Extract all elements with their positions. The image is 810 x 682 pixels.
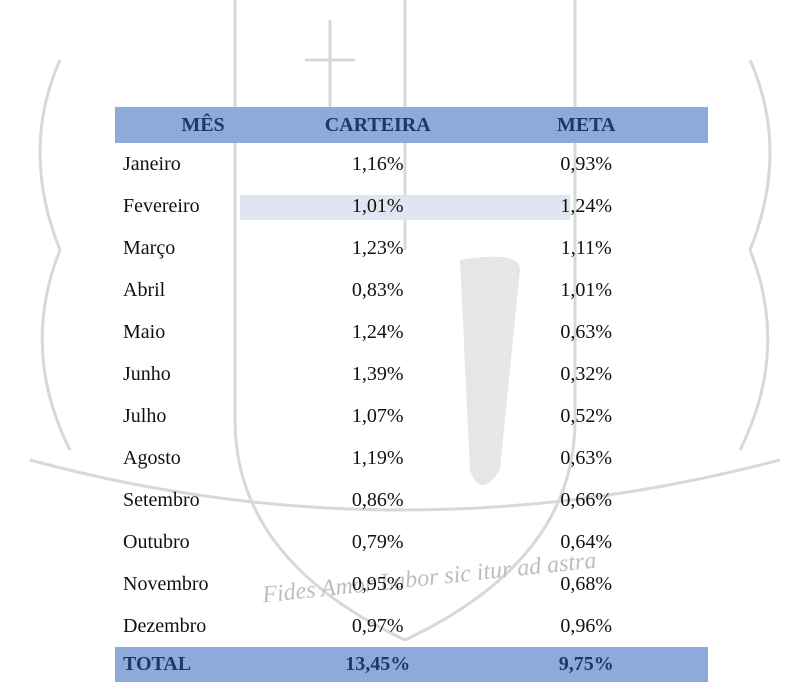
value-cell: 1,01%: [291, 185, 464, 227]
month-cell: Junho: [115, 353, 291, 395]
page: {"watermark": {"motto": "Fides Amor Labo…: [0, 0, 810, 682]
month-cell: Setembro: [115, 479, 291, 521]
value-cell: 1,19%: [291, 437, 464, 479]
value-cell: 1,24%: [291, 311, 464, 353]
value-cell: 0,32%: [464, 353, 708, 395]
total-cell: TOTAL: [115, 647, 291, 682]
month-cell: Julho: [115, 395, 291, 437]
ornament-left: [40, 60, 70, 450]
total-cell: 13,45%: [291, 647, 464, 682]
month-cell: Novembro: [115, 563, 291, 605]
month-cell: Janeiro: [115, 143, 291, 185]
value-cell: 0,63%: [464, 437, 708, 479]
header-cell: META: [464, 107, 708, 143]
month-cell: Maio: [115, 311, 291, 353]
value-cell: 0,83%: [291, 269, 464, 311]
header-cell: MÊS: [115, 107, 291, 143]
month-cell: Outubro: [115, 521, 291, 563]
value-cell: 0,97%: [291, 605, 464, 647]
value-cell: 0,95%: [291, 563, 464, 605]
month-cell: Dezembro: [115, 605, 291, 647]
value-cell: 1,16%: [291, 143, 464, 185]
value-cell: 1,07%: [291, 395, 464, 437]
value-cell: 1,11%: [464, 227, 708, 269]
value-cell: 0,93%: [464, 143, 708, 185]
month-cell: Março: [115, 227, 291, 269]
value-cell: 0,66%: [464, 479, 708, 521]
header-cell: CARTEIRA: [291, 107, 464, 143]
value-cell: 0,64%: [464, 521, 708, 563]
value-cell: 0,68%: [464, 563, 708, 605]
total-cell: 9,75%: [464, 647, 708, 682]
value-cell: 0,96%: [464, 605, 708, 647]
value-cell: 0,86%: [291, 479, 464, 521]
value-cell: 0,52%: [464, 395, 708, 437]
value-cell: 1,39%: [291, 353, 464, 395]
month-cell: Abril: [115, 269, 291, 311]
month-cell: Agosto: [115, 437, 291, 479]
value-cell: 1,24%: [464, 185, 708, 227]
value-cell: 1,01%: [464, 269, 708, 311]
month-cell: Fevereiro: [115, 185, 291, 227]
value-cell: 0,63%: [464, 311, 708, 353]
ornament-right: [740, 60, 770, 450]
value-cell: 0,79%: [291, 521, 464, 563]
value-cell: 1,23%: [291, 227, 464, 269]
